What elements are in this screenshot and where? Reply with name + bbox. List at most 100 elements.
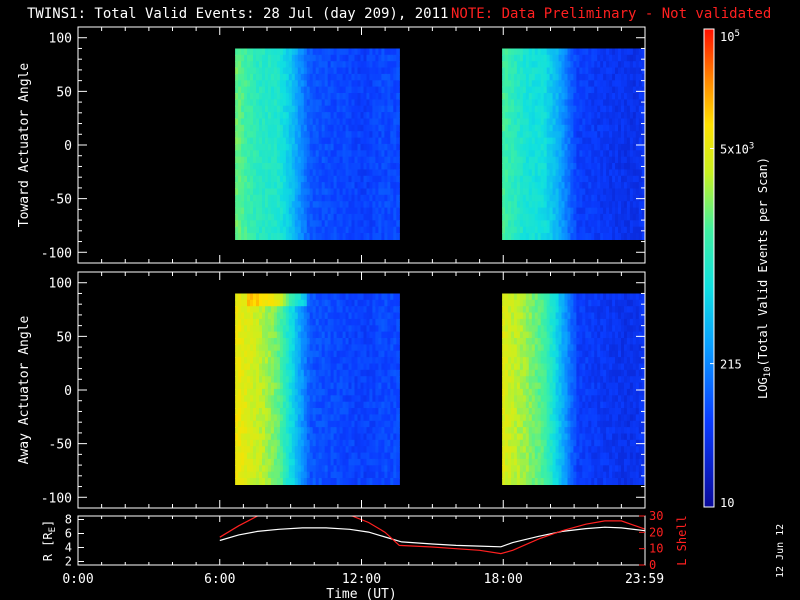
heatmap-cell <box>393 201 397 209</box>
heatmap-cell <box>348 414 353 422</box>
heatmap-cell <box>567 175 572 183</box>
heatmap-cell <box>390 194 394 202</box>
heatmap-cell <box>567 188 572 196</box>
heatmap-cell <box>270 408 275 415</box>
heatmap-cell <box>606 169 610 177</box>
heatmap-cell <box>238 150 242 158</box>
heatmap-cell <box>235 156 239 164</box>
heatmap-cell <box>303 478 308 485</box>
heatmap-cell <box>360 369 365 377</box>
heatmap-cell <box>641 169 646 177</box>
heatmap-cell <box>588 226 592 234</box>
heatmap-cell <box>363 124 368 132</box>
heatmap-cell <box>276 213 281 221</box>
heatmap-cell <box>360 137 365 145</box>
heatmap-cell <box>561 220 566 228</box>
heatmap-cell <box>285 414 290 422</box>
heatmap-cell <box>354 471 359 479</box>
heatmap-cell <box>339 188 344 196</box>
heatmap-cell <box>537 169 542 177</box>
heatmap-cell <box>621 137 625 145</box>
heatmap-cell <box>291 137 296 145</box>
heatmap-cell <box>378 137 382 145</box>
heatmap-cell <box>588 131 592 139</box>
heatmap-cell <box>558 93 563 100</box>
heatmap-cell <box>336 143 341 151</box>
heatmap-cell <box>312 194 317 202</box>
heatmap-cell <box>375 150 379 158</box>
heatmap-cell <box>321 54 326 62</box>
heatmap-cell <box>576 156 580 164</box>
heatmap-cell <box>336 446 341 454</box>
heatmap-cell <box>265 439 269 447</box>
heatmap-cell <box>609 143 613 151</box>
heatmap-cell <box>369 54 373 62</box>
heatmap-cell <box>256 350 260 358</box>
heatmap-cell <box>270 439 275 447</box>
heatmap-cell <box>618 118 622 126</box>
heatmap-cell <box>318 137 323 145</box>
heatmap-cell <box>321 306 326 314</box>
heatmap-cell <box>612 73 616 81</box>
heatmap-cell <box>540 201 545 209</box>
heatmap-cell <box>265 131 269 139</box>
heatmap-cell <box>502 156 506 164</box>
heatmap-cell <box>285 194 290 202</box>
heatmap-cell <box>573 201 577 209</box>
heatmap-cell <box>564 137 569 145</box>
heatmap-cell <box>300 299 305 307</box>
heatmap-cell <box>247 175 251 183</box>
heatmap-cell <box>626 48 631 56</box>
heatmap-cell <box>241 478 245 485</box>
heatmap-cell <box>537 182 542 190</box>
heatmap-cell <box>270 182 275 190</box>
heatmap-cell <box>297 175 302 183</box>
heatmap-cell <box>238 233 242 240</box>
heatmap-cell <box>528 175 533 183</box>
heatmap-cell <box>276 433 281 441</box>
heatmap-cell <box>241 118 245 126</box>
heatmap-cell <box>250 207 254 215</box>
heatmap-cell <box>372 401 376 409</box>
heatmap-cell <box>378 67 382 75</box>
heatmap-cell <box>635 99 640 107</box>
heatmap-cell <box>267 54 272 62</box>
heatmap-cell <box>357 131 362 139</box>
heatmap-cell <box>588 233 592 240</box>
heatmap-cell <box>360 408 365 415</box>
heatmap-cell <box>294 452 299 460</box>
heatmap-cell <box>270 471 275 479</box>
heatmap-cell <box>635 156 640 164</box>
heatmap-cell <box>363 201 368 209</box>
heatmap-cell <box>339 350 344 358</box>
heatmap-cell <box>502 86 506 94</box>
heatmap-cell <box>502 137 506 145</box>
heatmap-cell <box>387 131 391 139</box>
heatmap-cell <box>384 439 388 447</box>
heatmap-cell <box>282 99 287 107</box>
heatmap-cell <box>348 427 353 435</box>
heatmap-cell <box>381 369 385 377</box>
heatmap-cell <box>519 48 524 56</box>
heatmap-cell <box>396 54 400 62</box>
heatmap-cell <box>250 471 254 479</box>
heatmap-cell <box>609 118 613 126</box>
heatmap-cell <box>381 54 385 62</box>
heatmap-cell <box>330 357 335 365</box>
heatmap-cell <box>321 376 326 384</box>
heatmap-cell <box>632 80 637 88</box>
heatmap-cell <box>282 452 287 460</box>
heatmap-cell <box>256 54 260 62</box>
heatmap-cell <box>540 150 545 158</box>
heatmap-cell <box>615 169 619 177</box>
heatmap-cell <box>357 446 362 454</box>
heatmap-cell <box>297 233 302 240</box>
heatmap-cell <box>250 73 254 81</box>
heatmap-cell <box>262 331 266 339</box>
heatmap-cell <box>265 80 269 88</box>
heatmap-cell <box>354 325 359 333</box>
heatmap-cell <box>259 175 263 183</box>
heatmap-cell <box>390 220 394 228</box>
heatmap-cell <box>330 306 335 314</box>
heatmap-cell <box>336 420 341 428</box>
